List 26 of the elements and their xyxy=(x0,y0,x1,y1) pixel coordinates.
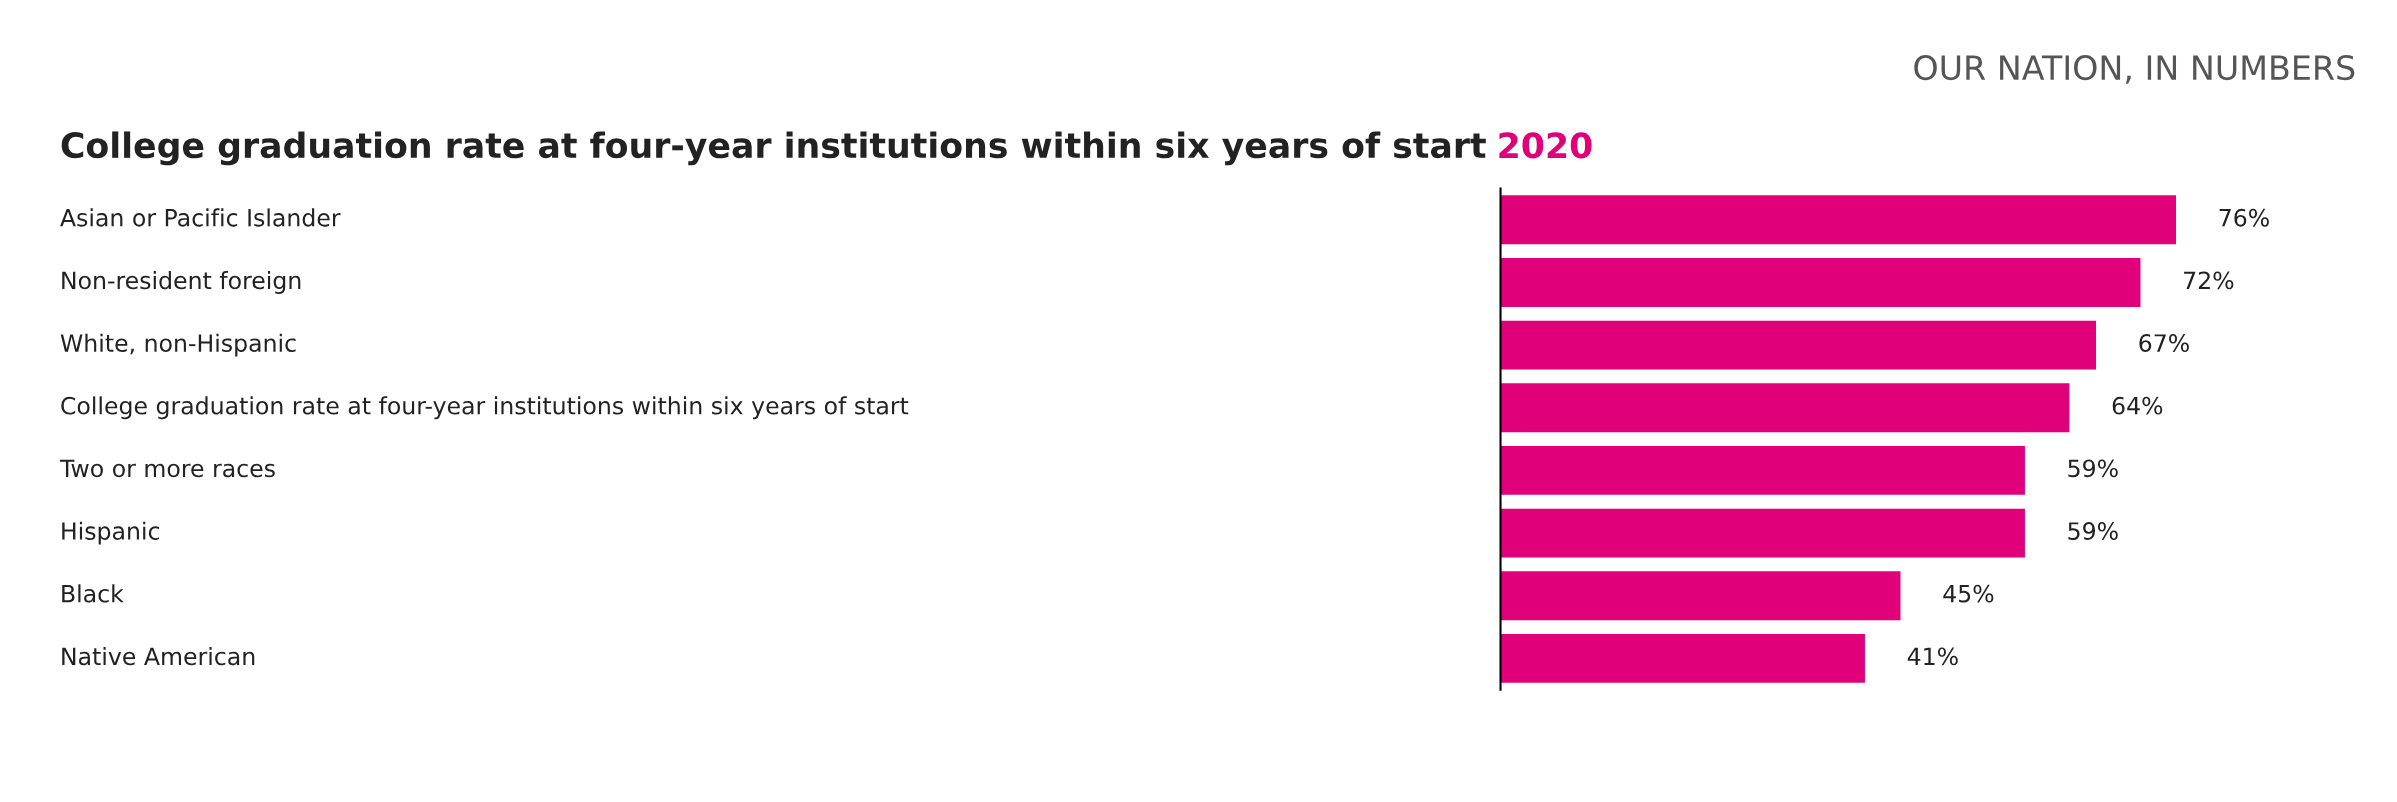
y-tick-label: Non-resident foreign xyxy=(62,271,301,294)
bar xyxy=(1500,508,2025,558)
bar xyxy=(1500,320,2097,370)
bar xyxy=(1500,571,1901,621)
data-label: 41% xyxy=(1907,647,1958,666)
y-tick-label: Native American xyxy=(62,646,255,666)
data-label: 59% xyxy=(2068,522,2118,540)
bar xyxy=(1500,445,2025,495)
data-label: 76% xyxy=(2219,208,2269,227)
y-tick-label: Two or more races xyxy=(59,459,275,478)
y-tick-label: Black xyxy=(62,584,124,603)
bar xyxy=(1500,383,2070,433)
y-tick-label: College graduation rate at four-year institutions within six years of start xyxy=(61,396,909,420)
data-label: 59% xyxy=(2068,459,2118,478)
data-label: 67% xyxy=(2139,334,2189,352)
bar xyxy=(1500,195,2177,245)
data-label: 72% xyxy=(2184,271,2234,290)
text: OUR NATION, IN NUMBERS xyxy=(1914,55,2355,84)
bar xyxy=(1500,633,1865,683)
data-label: 64% xyxy=(2112,396,2163,415)
y-tick-label: Hispanic xyxy=(62,521,160,545)
bar xyxy=(1500,258,2141,307)
data-label: 45% xyxy=(1943,584,1994,603)
y-tick-label: White, non-Hispanic xyxy=(60,333,296,357)
chart-subtitle: 2020 xyxy=(1499,132,1592,159)
y-tick-label: Asian or Pacific Islander xyxy=(60,208,341,227)
